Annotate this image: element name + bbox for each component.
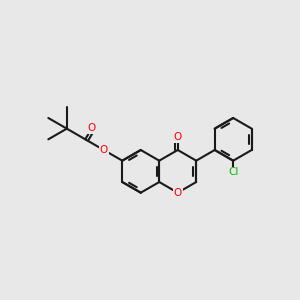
Text: O: O <box>100 145 108 155</box>
Text: O: O <box>174 188 182 198</box>
Text: Cl: Cl <box>228 167 238 177</box>
Text: O: O <box>88 123 96 133</box>
Text: O: O <box>174 132 182 142</box>
